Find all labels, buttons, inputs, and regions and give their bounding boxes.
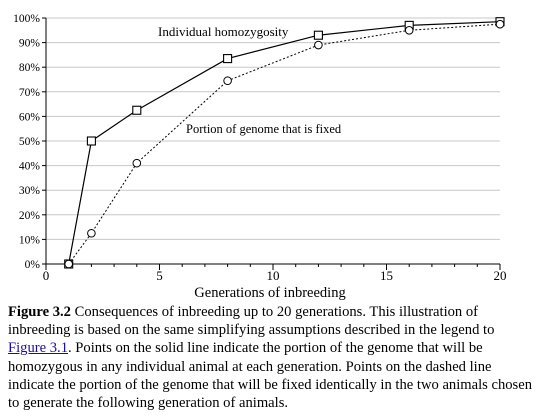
- y-tick-label-40: 40%: [19, 161, 41, 173]
- series-0-point-1: [86, 136, 96, 146]
- y-tick-label-100: 100%: [13, 13, 40, 25]
- caption-text-end: . Points on the solid line indicate the …: [8, 340, 533, 412]
- x-tick-label-10: 10: [267, 268, 280, 283]
- y-tick-label-60: 60%: [19, 111, 41, 123]
- series-1-point-4: [314, 40, 323, 50]
- inbreeding-chart: 0% 10% 20% 30% 40% 50% 60% 70% 80% 90% 100% 0 5 10 15…: [13, 13, 507, 300]
- caption-text-start: Consequences of inbreeding up to 20 gene…: [8, 304, 495, 339]
- x-tick-label-0: 0: [43, 268, 50, 283]
- figure-caption: Figure 3.2 Consequences of inbreeding up…: [8, 303, 532, 412]
- data-series: [64, 17, 505, 269]
- x-tick-label-15: 15: [380, 268, 393, 283]
- x-axis-ticks: 0 5 10 15 20: [43, 264, 507, 283]
- series-1-point-0: [64, 259, 73, 269]
- y-tick-label-10: 10%: [19, 234, 41, 246]
- series-0-point-2: [132, 105, 142, 115]
- series-line-1: [68, 23, 501, 265]
- series-1-point-3: [223, 76, 232, 86]
- figure-3-1-link[interactable]: Figure 3.1: [8, 340, 68, 357]
- series-1-point-6: [495, 19, 505, 29]
- x-tick-label-5: 5: [156, 268, 163, 283]
- series-0-point-3: [223, 54, 233, 64]
- grid-lines: [46, 17, 500, 240]
- series-1-point-1: [87, 228, 96, 238]
- y-tick-label-20: 20%: [19, 210, 41, 222]
- y-tick-label-70: 70%: [19, 87, 41, 99]
- figure-label: Figure 3.2: [8, 304, 71, 320]
- series-label-individual-homozygosity: Individual homozygosity: [158, 24, 289, 39]
- y-tick-label-0: 0%: [25, 259, 41, 271]
- series-1-point-2: [132, 158, 142, 168]
- series-0-point-4: [313, 30, 323, 40]
- y-tick-label-90: 90%: [19, 38, 41, 50]
- series-label-portion-fixed: Portion of genome that is fixed: [186, 122, 342, 136]
- x-axis-title: Generations of inbreeding: [194, 285, 345, 300]
- x-tick-label-20: 20: [494, 268, 507, 283]
- y-tick-label-50: 50%: [19, 136, 41, 148]
- y-axis-ticks: 0% 10% 20% 30% 40% 50% 60% 70% 80% 90% 100%: [13, 13, 46, 271]
- y-tick-label-30: 30%: [19, 185, 41, 197]
- series-1-point-5: [404, 26, 414, 35]
- y-tick-label-80: 80%: [19, 62, 41, 74]
